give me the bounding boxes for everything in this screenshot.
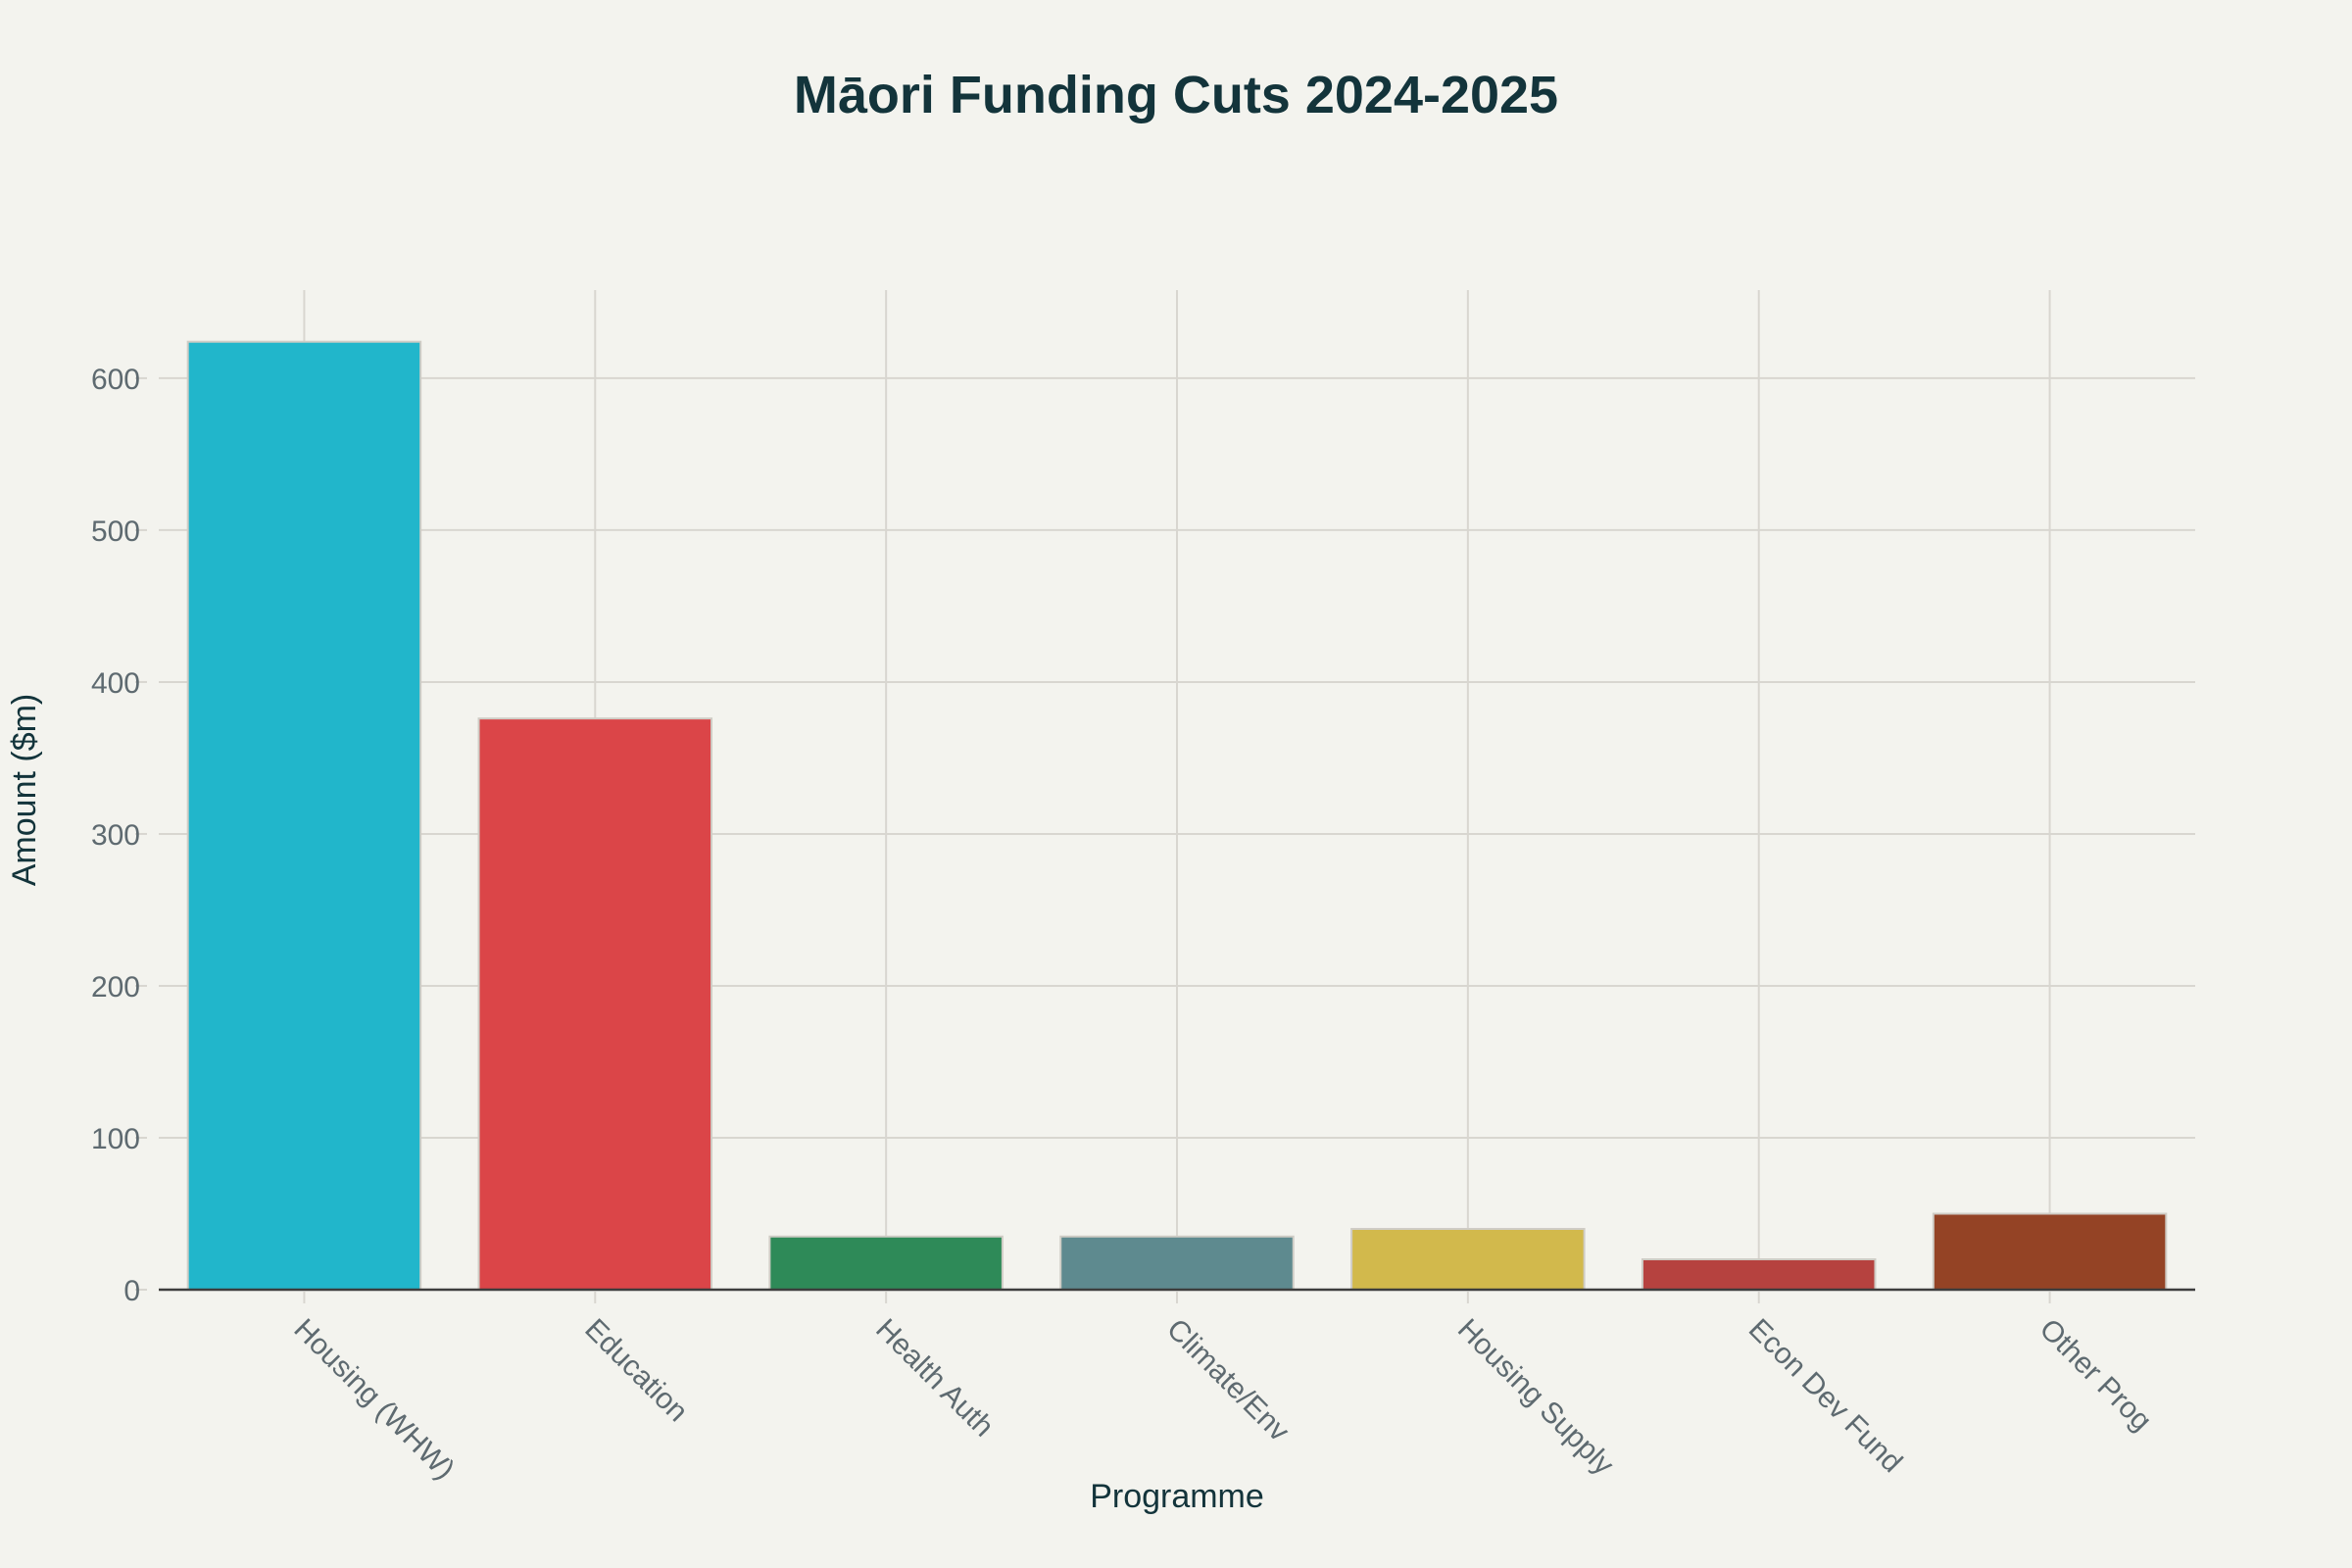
bar-education: [477, 717, 713, 1291]
x-tick-label: Other Prog: [2034, 1313, 2158, 1438]
y-tick-label: 400: [91, 667, 140, 700]
x-tick-label: Econ Dev Fund: [1742, 1313, 1909, 1480]
y-tick-label: 200: [91, 971, 140, 1004]
bar-econ-dev-fund: [1641, 1257, 1877, 1291]
x-tick-label: Education: [578, 1313, 694, 1429]
grid-layer: [159, 290, 2195, 1290]
y-tick-label: 100: [91, 1123, 140, 1155]
bar-housing-supply: [1350, 1227, 1586, 1291]
x-tick-label: Health Auth: [869, 1313, 1000, 1444]
chart-title: Māori Funding Cuts 2024-2025: [794, 66, 1558, 124]
x-tick-label: Housing (WHW): [287, 1313, 461, 1487]
y-tick-label: 0: [123, 1275, 140, 1307]
y-axis-title: Amount ($m): [6, 694, 43, 887]
y-tick-label: 300: [91, 819, 140, 852]
bar-housing-whw: [186, 340, 422, 1292]
x-axis-title: Programme: [1090, 1478, 1264, 1515]
bar-other-prog: [1932, 1212, 2168, 1292]
bar-health-auth: [768, 1235, 1004, 1291]
bar-layer: [186, 340, 2168, 1292]
x-tick-label: Housing Supply: [1451, 1313, 1620, 1482]
x-tick-label: Climate/Env: [1160, 1313, 1296, 1448]
y-tick-label: 500: [91, 515, 140, 548]
bar-climate-env: [1059, 1235, 1295, 1291]
y-tick-label: 600: [91, 364, 140, 396]
